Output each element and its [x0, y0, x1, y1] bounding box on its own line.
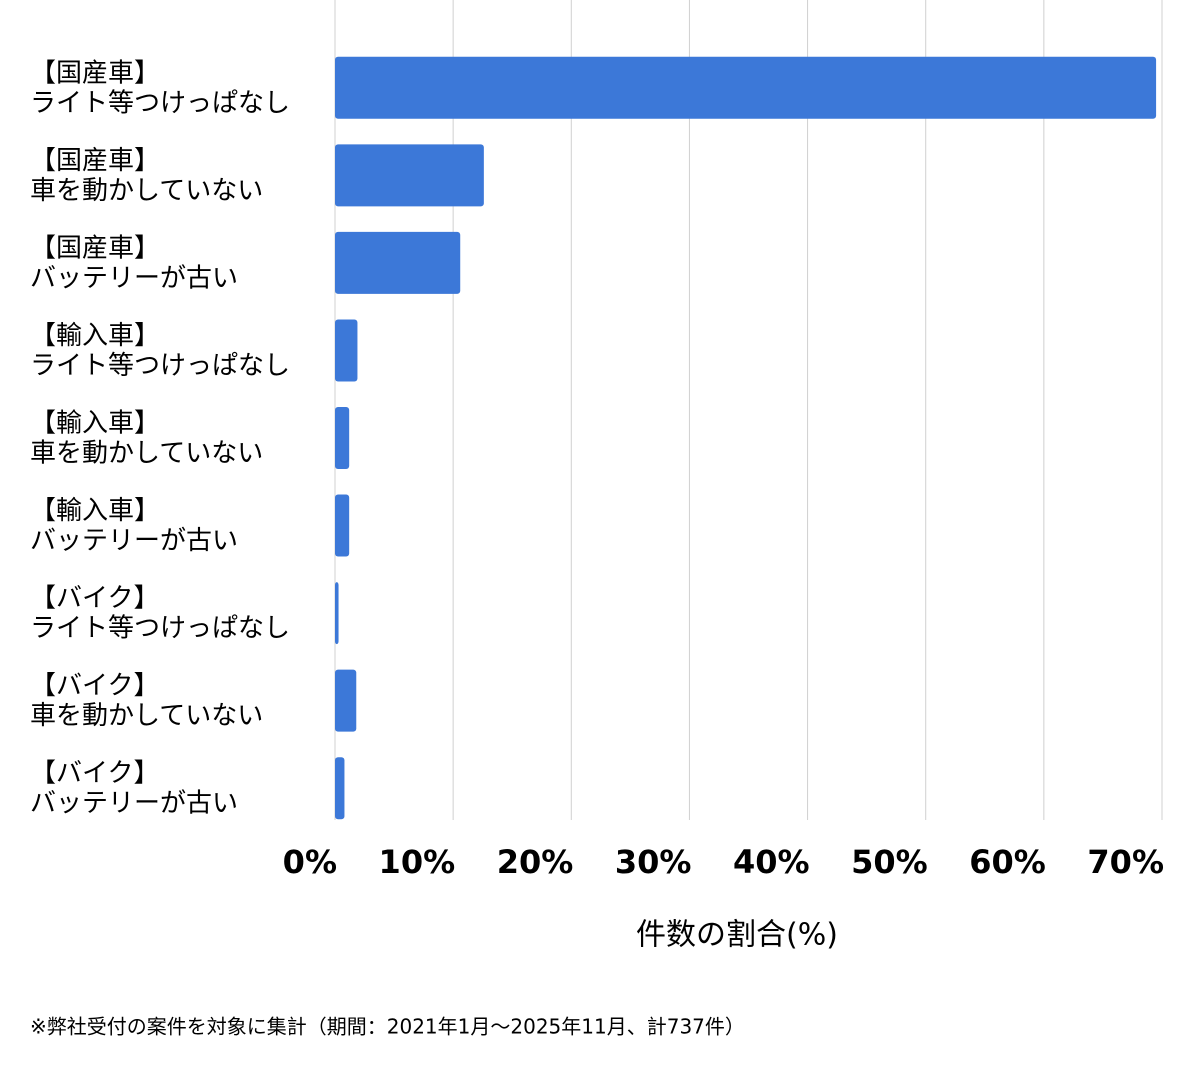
y-tick-label: ライト等つけっぱなし: [30, 351, 290, 381]
bar: [335, 494, 350, 557]
y-tick-label: 【輸入車】: [30, 409, 160, 439]
bar: [335, 582, 339, 645]
y-tick-label: ライト等つけっぱなし: [30, 614, 290, 644]
x-axis-title: 件数の割合(%): [636, 918, 838, 953]
y-tick-label: 【バイク】: [30, 584, 159, 614]
y-tick-label: 【国産車】: [30, 146, 160, 176]
y-tick-label: 【国産車】: [30, 233, 160, 263]
y-tick-label: ライト等つけっぱなし: [30, 88, 290, 118]
bar: [335, 319, 358, 382]
y-tick-label: 車を動かしていない: [30, 439, 263, 469]
x-tick-label: 40%: [733, 843, 810, 881]
x-tick-label: 70%: [1087, 843, 1164, 881]
bar: [335, 407, 350, 469]
y-tick-label: 【バイク】: [30, 671, 159, 701]
x-tick-label: 30%: [615, 843, 692, 881]
x-tick-label: 20%: [497, 843, 574, 881]
x-tick-label: 0%: [283, 843, 337, 881]
x-tick-label: 50%: [851, 843, 928, 881]
bar: [335, 56, 1157, 119]
bar: [335, 669, 357, 732]
bar: [335, 144, 484, 207]
bar: [335, 757, 345, 820]
y-tick-label: 【国産車】: [30, 58, 160, 88]
y-tick-label: 【バイク】: [30, 759, 159, 789]
y-tick-label: 車を動かしていない: [30, 701, 263, 731]
y-tick-label: 【輸入車】: [30, 496, 160, 526]
x-tick-label: 60%: [969, 843, 1046, 881]
footnote: ※弊社受付の案件を対象に集計（期間：2021年1月～2025年11月、計737件…: [30, 1015, 745, 1039]
y-tick-label: バッテリーが古い: [30, 263, 238, 293]
y-tick-label: 【輸入車】: [30, 321, 160, 351]
y-tick-label: バッテリーが古い: [30, 789, 238, 819]
y-tick-label: 車を動かしていない: [30, 176, 263, 206]
bar: [335, 231, 461, 294]
y-tick-label: バッテリーが古い: [30, 526, 238, 556]
x-tick-label: 10%: [379, 843, 456, 881]
